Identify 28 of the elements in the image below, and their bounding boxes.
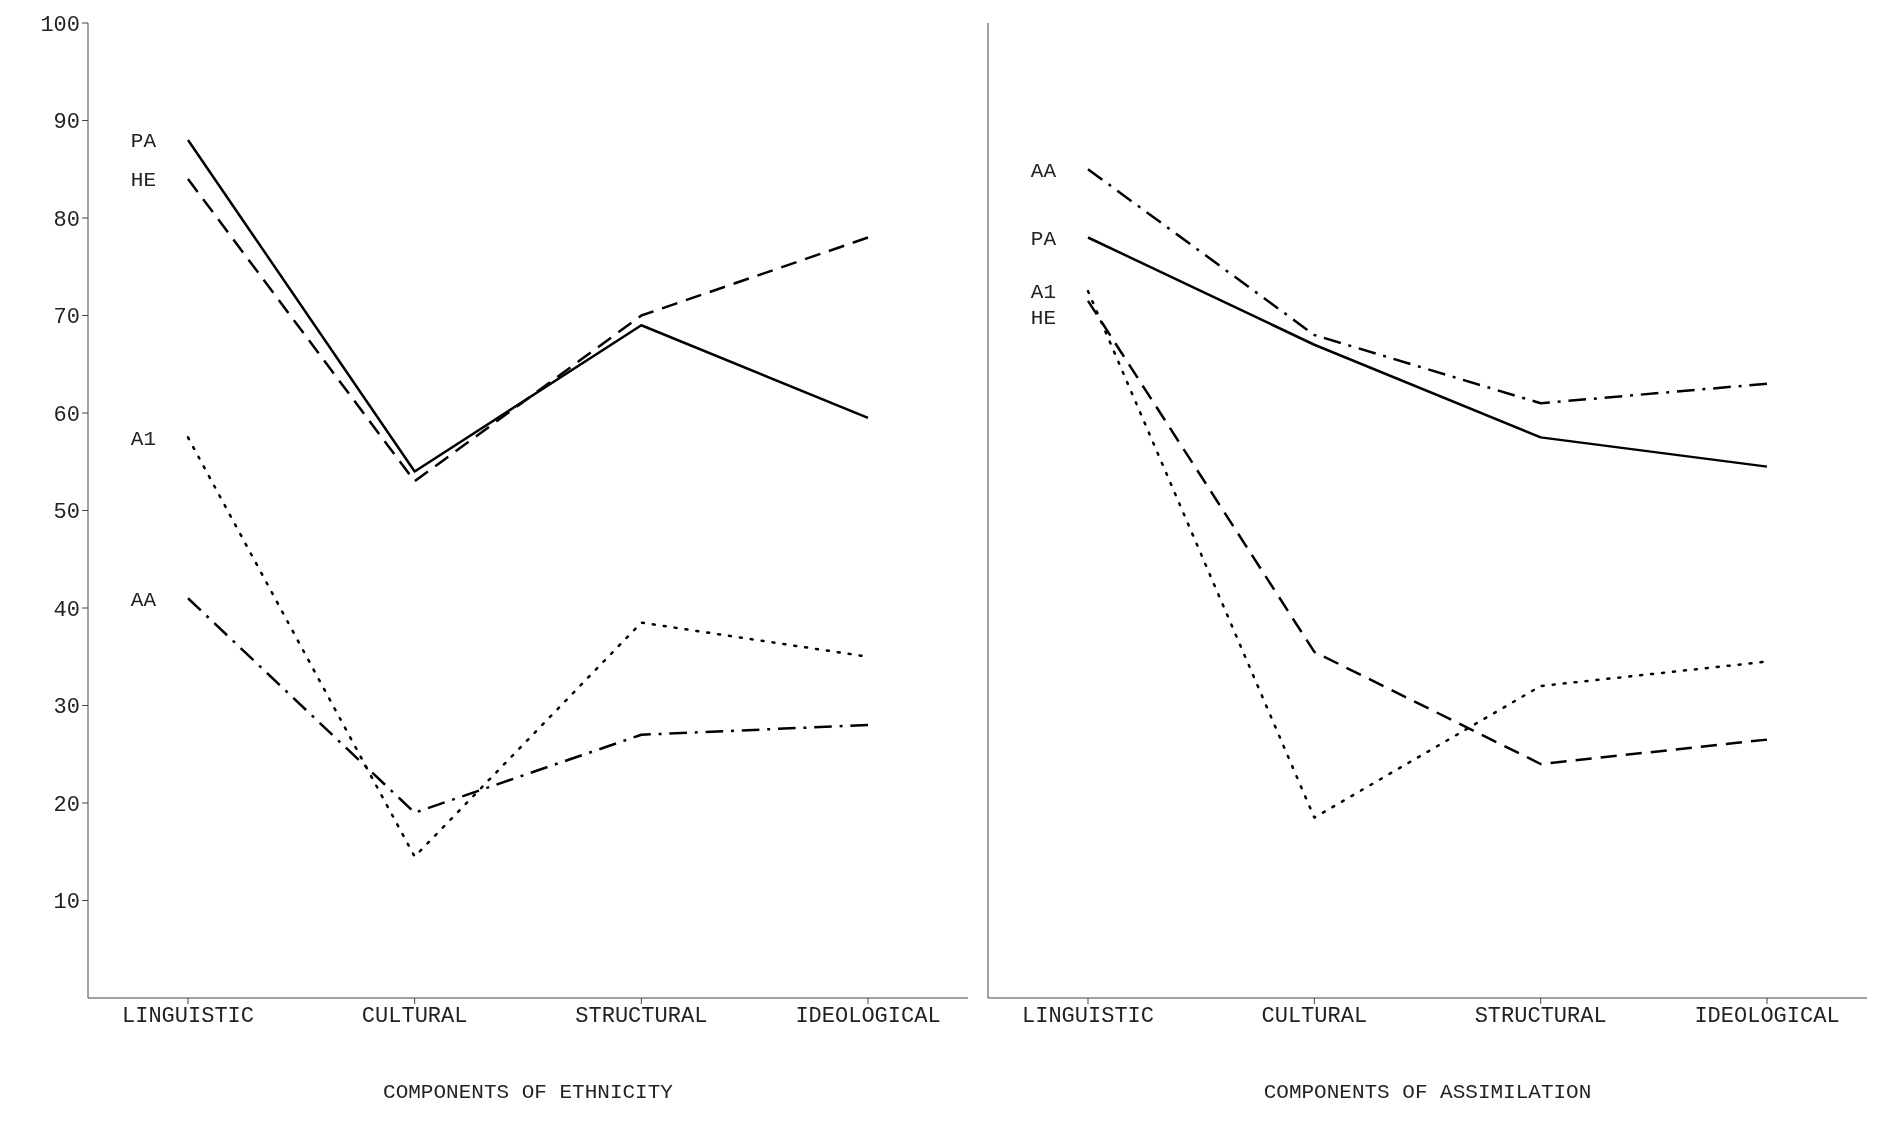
series-label: AA [130, 588, 157, 612]
y-tick-label: 100 [40, 12, 80, 38]
series-label: HE [130, 169, 156, 193]
x-tick-label: CULTURAL [361, 1003, 468, 1029]
y-tick-label: 50 [53, 500, 80, 526]
series-label: PA [1030, 227, 1057, 251]
y-tick-label: 80 [53, 207, 80, 233]
y-tick-label: 40 [53, 597, 80, 623]
x-axis-title: COMPONENTS OF ETHNICITY [383, 1081, 674, 1104]
series-label: AA [1030, 159, 1057, 183]
y-tick-label: 10 [53, 890, 80, 916]
y-tick-label: 20 [53, 792, 80, 818]
x-tick-label: IDEOLOGICAL [795, 1003, 941, 1029]
y-tick-label: 60 [53, 402, 80, 428]
x-tick-label: CULTURAL [1261, 1003, 1368, 1029]
y-tick-label: 90 [53, 110, 80, 136]
y-tick-label: 30 [53, 695, 80, 721]
series-label: PA [130, 130, 157, 154]
x-tick-label: STRUCTURAL [1474, 1003, 1607, 1029]
x-tick-label: LINGUISTIC [1021, 1003, 1155, 1029]
series-label: A1 [130, 427, 156, 451]
x-tick-label: STRUCTURAL [575, 1003, 708, 1029]
x-tick-label: LINGUISTIC [121, 1003, 255, 1029]
series-label: HE [1030, 307, 1056, 331]
y-tick-label: 70 [53, 305, 80, 331]
x-tick-label: IDEOLOGICAL [1694, 1003, 1840, 1029]
series-label: A1 [1030, 281, 1056, 305]
x-axis-title: COMPONENTS OF ASSIMILATION [1263, 1081, 1592, 1104]
